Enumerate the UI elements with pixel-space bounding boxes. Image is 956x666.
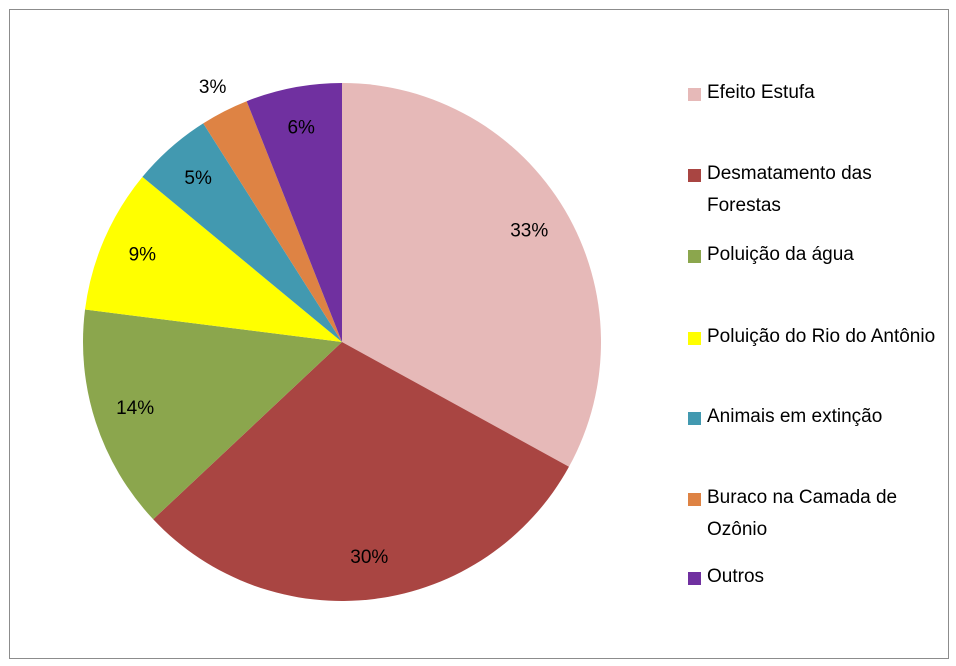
legend-swatch xyxy=(688,493,701,506)
legend-label: Desmatamento das Forestas xyxy=(707,163,872,216)
legend-item: Buraco na Camada de Ozônio xyxy=(688,487,938,546)
pie-slice xyxy=(142,123,342,343)
legend-label: Poluição da água xyxy=(707,244,854,265)
data-label: 6% xyxy=(287,117,315,138)
legend-label: Buraco na Camada de Ozônio xyxy=(707,487,898,540)
legend-item: Animais em extinção xyxy=(688,406,938,433)
data-label: 3% xyxy=(199,77,227,98)
legend-item: Desmatamento das Forestas xyxy=(688,163,938,222)
data-label: 14% xyxy=(116,398,154,419)
legend-swatch xyxy=(688,412,701,425)
legend-swatch xyxy=(688,250,701,263)
legend-label: Animais em extinção xyxy=(707,406,883,427)
legend-item: Efeito Estufa xyxy=(688,82,938,109)
pie-slice xyxy=(246,83,342,342)
legend-label: Efeito Estufa xyxy=(707,82,815,103)
legend-label: Outros xyxy=(707,566,765,587)
pie-slice xyxy=(342,83,602,467)
legend-item: Poluição do Rio do Antônio xyxy=(688,326,938,353)
legend-swatch xyxy=(688,88,701,101)
data-label: 5% xyxy=(184,168,212,189)
data-label: 9% xyxy=(129,245,157,266)
legend-swatch xyxy=(688,332,701,345)
legend-label: Poluição do Rio do Antônio xyxy=(707,326,936,347)
legend-item: Outros xyxy=(688,566,938,593)
data-label: 30% xyxy=(350,547,388,568)
pie-slice xyxy=(153,342,569,602)
pie-slice xyxy=(203,101,342,342)
legend-item: Poluição da água xyxy=(688,244,938,271)
pie-slice xyxy=(85,176,342,342)
data-label: 33% xyxy=(510,220,548,241)
pie-slice xyxy=(82,309,342,520)
chart-frame xyxy=(9,9,949,659)
legend-swatch xyxy=(688,572,701,585)
legend-swatch xyxy=(688,169,701,182)
